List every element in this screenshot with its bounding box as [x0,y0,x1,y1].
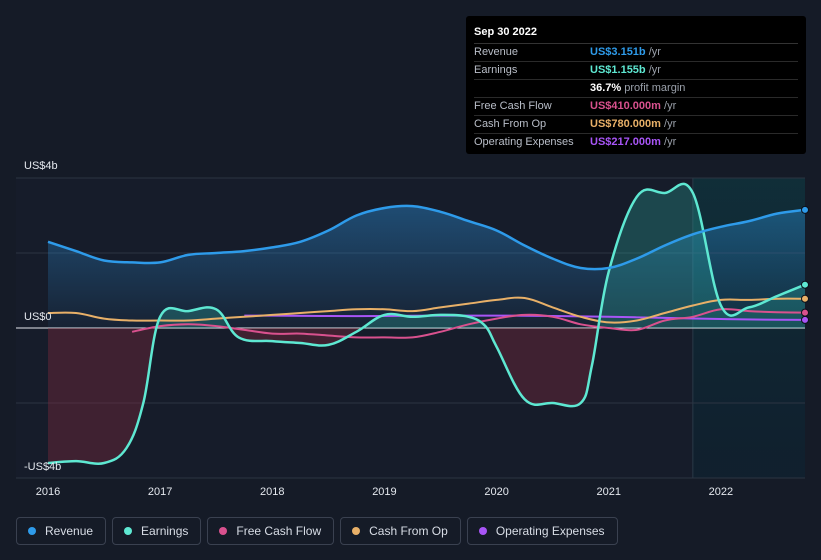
legend-item-earnings[interactable]: Earnings [112,517,202,545]
tooltip-row-revenue: Revenue US$3.151b /yr [474,44,798,62]
operating-expenses-end-point [801,315,809,324]
legend-label: Revenue [45,524,94,538]
tooltip-label: Revenue [474,46,519,58]
tooltip-row-profit-margin: 36.7% profit margin [474,80,798,98]
legend-label: Operating Expenses [495,524,605,538]
tooltip-label: Free Cash Flow [474,100,552,112]
legend-dot-icon [352,527,361,535]
tooltip-unit: /yr [645,64,661,76]
legend-label: Free Cash Flow [236,524,322,538]
tooltip-unit: /yr [645,46,661,58]
legend-dot-icon [28,527,36,535]
legend-dot-icon [124,527,133,535]
cash-from-op-end-point [801,294,809,303]
revenue-area [48,205,805,328]
tooltip-row-earnings: Earnings US$1.155b /yr [474,62,798,80]
legend-item-operating-expenses[interactable]: Operating Expenses [466,517,618,545]
tooltip-value: US$780.000m [590,118,661,130]
tooltip-unit: /yr [660,136,677,148]
x-tick-label: 2020 [484,486,508,498]
y-tick-label: -US$4b [24,461,61,473]
y-tick-label: US$4b [24,160,58,172]
tooltip-row-opex: Operating Expenses US$217.000m /yr [474,134,798,151]
cash-from-op-line [47,296,806,324]
tooltip-label: Earnings [474,64,518,76]
tooltip-unit: profit margin [621,82,686,94]
earnings-end-point [801,280,809,289]
revenue-line [47,204,806,271]
tooltip-row-fcf: Free Cash Flow US$410.000m /yr [474,98,798,116]
free-cash-flow-line [131,308,806,339]
tooltip-unit: /yr [660,100,677,112]
legend-dot-icon [219,527,228,535]
legend: Revenue Earnings Free Cash Flow Cash Fro… [16,517,618,545]
free-cash-flow-end-point [801,308,809,317]
legend-item-revenue[interactable]: Revenue [16,517,107,545]
tooltip-label [474,80,590,97]
x-tick-label: 2022 [709,486,733,498]
x-tick-label: 2019 [372,486,396,498]
tooltip-label: Operating Expenses [474,136,574,148]
legend-dot-icon [478,527,487,535]
tooltip-value: US$1.155b [590,64,646,76]
legend-item-free-cash-flow[interactable]: Free Cash Flow [207,517,335,545]
x-tick-label: 2021 [596,486,620,498]
tooltip-label: Cash From Op [474,118,547,130]
tooltip-unit: /yr [660,118,677,130]
x-tick-label: 2016 [36,486,60,498]
y-tick-label: US$0 [24,311,52,323]
earnings-line [47,182,806,465]
tooltip-value: 36.7% [590,82,622,94]
legend-label: Cash From Op [369,524,448,538]
tooltip-panel: Sep 30 2022 Revenue US$3.151b /yr Earnin… [466,16,806,154]
tooltip-date: Sep 30 2022 [474,24,798,44]
legend-label: Earnings [141,524,189,538]
earnings-area-positive [48,183,805,328]
x-tick-label: 2018 [260,486,284,498]
revenue-end-point [801,205,809,214]
tooltip-value: US$3.151b [590,46,646,58]
tooltip-value: US$410.000m [590,100,661,112]
x-tick-label: 2017 [148,486,172,498]
tooltip-value: US$217.000m [590,136,661,148]
legend-item-cash-from-op[interactable]: Cash From Op [340,517,461,545]
tooltip-row-cfo: Cash From Op US$780.000m /yr [474,116,798,134]
